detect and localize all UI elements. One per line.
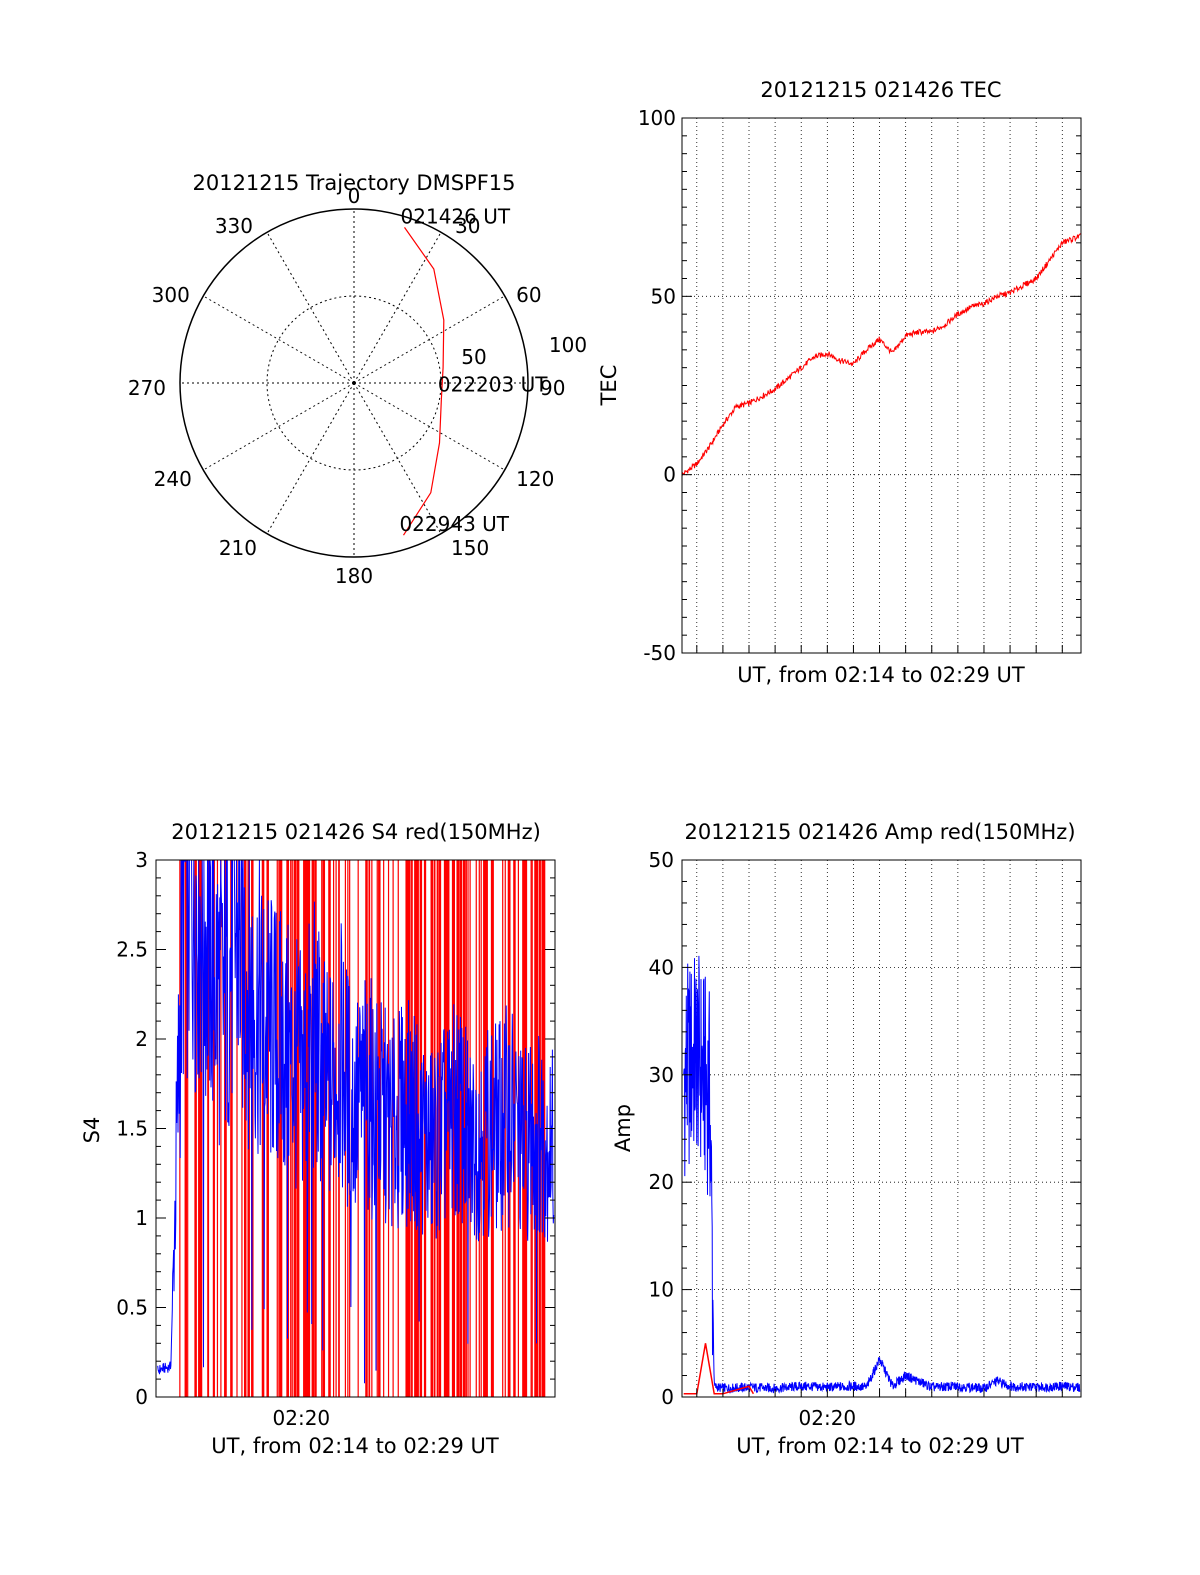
polar-angle-label: 30 xyxy=(455,214,480,238)
s4-x-tick-label: 02:20 xyxy=(273,1406,331,1430)
polar-radius-label: 100 xyxy=(549,333,587,357)
amp-chart-title: 20121215 021426 Amp red(150MHz) xyxy=(684,820,1075,844)
tec-y-tick-label: -50 xyxy=(643,641,676,665)
tec-line xyxy=(681,232,1082,477)
polar-grid xyxy=(179,208,529,558)
polar-trajectory-panel: 20121215 Trajectory DMSPF15 0 30 60 90 120 15… xyxy=(128,171,587,588)
s4-y-axis-label: S4 xyxy=(80,1117,104,1144)
s4-series xyxy=(157,859,555,1397)
s4-panel: 20121215 021426 S4 red(150MHz) 0 0.5 1 1.5 2… xyxy=(80,820,556,1458)
amp-x-axis-label: UT, from 02:14 to 02:29 UT xyxy=(736,1434,1024,1458)
s4-y-tick-label: 1.5 xyxy=(116,1117,148,1141)
s4-y-tick-label: 2.5 xyxy=(116,938,148,962)
amp-axis-ticks: 0 10 20 30 40 50 02:20 xyxy=(649,848,1081,1430)
trajectory-time-label: 022943 UT xyxy=(399,512,509,536)
tec-plot-frame xyxy=(681,117,1082,654)
polar-angle-label: 180 xyxy=(335,564,373,588)
polar-angle-label: 60 xyxy=(516,283,541,307)
amp-blue-line xyxy=(683,955,1081,1394)
amp-y-tick-label: 10 xyxy=(649,1278,674,1302)
tec-axis-ticks: -50 0 50 100 xyxy=(638,106,1081,665)
amp-x-tick-label: 02:20 xyxy=(799,1406,857,1430)
s4-x-axis-label: UT, from 02:14 to 02:29 UT xyxy=(211,1434,499,1458)
polar-angle-label: 0 xyxy=(348,184,361,208)
trajectory-time-label: 022203 UT xyxy=(438,372,548,396)
s4-y-tick-label: 1 xyxy=(135,1206,148,1230)
polar-angle-label: 330 xyxy=(215,214,253,238)
amp-y-tick-label: 50 xyxy=(649,848,674,872)
amp-series xyxy=(683,955,1081,1395)
polar-spoke xyxy=(266,232,355,384)
polar-spoke xyxy=(353,232,442,384)
tec-x-axis-label: UT, from 02:14 to 02:29 UT xyxy=(737,663,1025,687)
polar-ring-50 xyxy=(266,295,442,471)
polar-spoke xyxy=(203,382,355,471)
polar-angle-label: 240 xyxy=(154,467,192,491)
tec-y-tick-label: 100 xyxy=(638,106,676,130)
polar-angle-label: 300 xyxy=(152,283,190,307)
trajectory-line xyxy=(402,227,445,536)
s4-y-tick-label: 3 xyxy=(135,848,148,872)
amp-panel: 20121215 021426 Amp red(150MHz) 0 10 20 30 4… xyxy=(611,820,1082,1458)
polar-series: 021426 UT 022203 UT 022943 UT xyxy=(399,204,548,536)
s4-chart-title: 20121215 021426 S4 red(150MHz) xyxy=(171,820,541,844)
tec-grid xyxy=(682,118,1081,653)
s4-y-tick-label: 2 xyxy=(135,1027,148,1051)
polar-angle-label: 150 xyxy=(451,536,489,560)
amp-y-axis-label: Amp xyxy=(611,1104,635,1152)
amp-grid xyxy=(682,860,1081,1397)
polar-angle-label: 90 xyxy=(540,376,565,400)
tec-y-tick-label: 50 xyxy=(651,284,676,308)
polar-outer-ring xyxy=(179,208,529,558)
polar-angle-label: 210 xyxy=(219,536,257,560)
tec-y-axis-label: TEC xyxy=(597,365,621,407)
amp-y-tick-label: 30 xyxy=(649,1063,674,1087)
amp-y-tick-label: 40 xyxy=(649,955,674,979)
polar-chart-title: 20121215 Trajectory DMSPF15 xyxy=(192,171,515,195)
polar-radius-label: 50 xyxy=(461,345,486,369)
trajectory-time-label: 021426 UT xyxy=(401,204,511,228)
tec-series xyxy=(681,232,1082,477)
polar-angle-labels: 0 30 60 90 120 150 180 210 240 270 300 330 50 100 xyxy=(128,184,587,588)
s4-blue-line xyxy=(157,859,555,1384)
s4-y-tick-label: 0 xyxy=(135,1385,148,1409)
amp-y-tick-label: 0 xyxy=(661,1385,674,1409)
tec-panel: 20121215 021426 TEC -50 0 50 100 UT, from 0… xyxy=(597,78,1082,687)
tec-chart-title: 20121215 021426 TEC xyxy=(760,78,1001,102)
polar-angle-label: 120 xyxy=(516,467,554,491)
amp-y-tick-label: 20 xyxy=(649,1170,674,1194)
tec-y-tick-label: 0 xyxy=(663,463,676,487)
s4-y-tick-label: 0.5 xyxy=(116,1296,148,1320)
polar-spoke xyxy=(203,295,355,384)
s4-axis-ticks: 0 0.5 1 1.5 2 2.5 3 02:20 xyxy=(116,848,555,1430)
amp-plot-frame xyxy=(681,859,1082,1398)
polar-angle-label: 270 xyxy=(128,376,166,400)
